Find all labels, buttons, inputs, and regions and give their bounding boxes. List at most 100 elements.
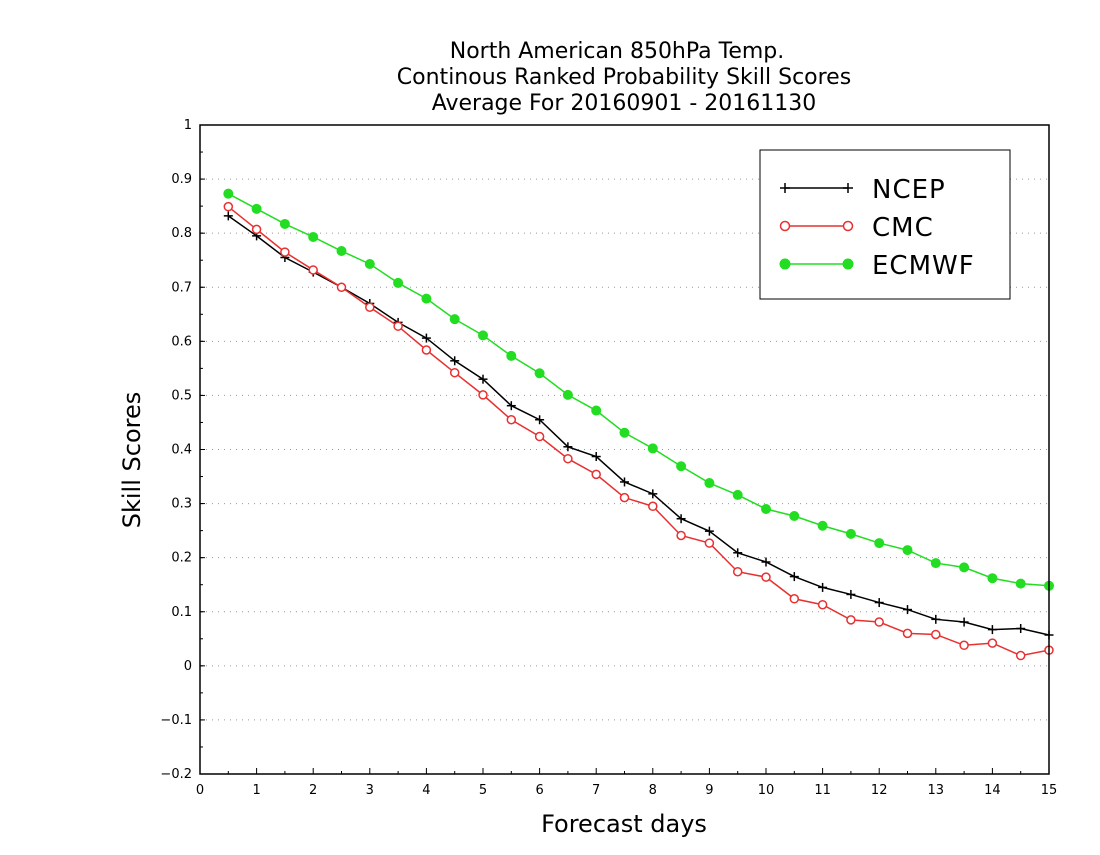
data-point-ecmwf — [874, 538, 885, 549]
data-point-cmc — [506, 415, 517, 425]
data-point-ncep — [903, 605, 912, 615]
legend-box — [759, 149, 1011, 300]
y-tick-label: 0.8 — [171, 226, 192, 241]
y-axis-title: Skill Scores — [118, 392, 146, 529]
data-point-cmc — [789, 594, 800, 604]
data-point-ncep — [620, 477, 629, 487]
y-tick-label: 0.5 — [171, 388, 192, 403]
data-point-ncep — [450, 356, 460, 366]
legend-marker — [842, 220, 854, 232]
x-tick-label: 4 — [422, 783, 430, 798]
x-tick-label: 15 — [1041, 783, 1058, 798]
series-ecmwf — [223, 188, 1054, 591]
title-line-3: Average For 20160901 - 20161130 — [432, 91, 817, 116]
data-point-ncep — [874, 598, 884, 608]
data-point-ecmwf — [478, 330, 488, 341]
data-point-cmc — [223, 201, 234, 212]
data-point-cmc — [365, 302, 375, 313]
data-point-ecmwf — [251, 203, 262, 214]
data-point-ncep — [1016, 624, 1026, 634]
y-tick-label: 0 — [184, 659, 192, 674]
y-tick-label: −0.2 — [160, 767, 192, 782]
x-tick-label: 10 — [758, 783, 775, 798]
data-point-cmc — [846, 615, 856, 625]
data-point-ncep — [478, 374, 488, 384]
data-point-cmc — [591, 469, 601, 480]
y-tick-label: 0.6 — [171, 334, 192, 349]
data-point-cmc — [280, 247, 290, 257]
data-point-cmc — [648, 501, 658, 512]
x-axis-title: Forecast days — [541, 810, 707, 838]
data-point-ncep — [987, 625, 997, 635]
data-point-cmc — [676, 530, 686, 541]
data-point-ncep — [846, 589, 856, 599]
x-tick-label: 6 — [535, 783, 543, 798]
data-point-ecmwf — [1015, 578, 1026, 589]
legend-label-cmc: CMC — [872, 213, 934, 243]
data-point-ncep — [931, 614, 941, 624]
legend-label-ncep: NCEP — [872, 175, 946, 205]
x-tick-label: 14 — [984, 783, 1001, 798]
data-point-cmc — [534, 431, 545, 442]
legend-marker — [779, 220, 791, 232]
data-point-ecmwf — [930, 558, 941, 569]
data-point-ecmwf — [591, 405, 602, 416]
data-point-cmc — [393, 321, 403, 331]
legend-item-cmc: CMC — [779, 213, 934, 243]
legend-marker — [842, 258, 854, 270]
data-point-ecmwf — [704, 478, 715, 489]
data-point-ncep — [506, 401, 516, 411]
data-point-cmc — [817, 599, 828, 610]
data-point-ecmwf — [364, 258, 375, 269]
data-point-ecmwf — [817, 520, 828, 531]
data-point-ecmwf — [732, 489, 743, 500]
data-point-ncep — [761, 557, 771, 567]
legend-label-ecmwf: ECMWF — [872, 251, 975, 281]
title-line-1: North American 850hPa Temp. — [450, 39, 785, 64]
data-point-cmc — [987, 638, 998, 648]
data-point-ncep — [648, 489, 658, 499]
y-tick-label: 0.3 — [171, 497, 192, 512]
data-point-cmc — [874, 617, 884, 627]
data-point-ecmwf — [393, 277, 404, 288]
legend: NCEP CMC ECMWF — [759, 149, 1011, 300]
data-point-cmc — [761, 572, 771, 582]
x-tick-label: 2 — [309, 783, 317, 798]
series-line-ecmwf — [227, 193, 1050, 587]
x-tick-label: 5 — [479, 783, 487, 798]
data-point-ncep — [591, 452, 601, 462]
title-line-2: Continous Ranked Probability Skill Score… — [397, 65, 851, 90]
data-point-ncep — [733, 548, 743, 558]
data-point-cmc — [251, 224, 262, 235]
data-point-cmc — [619, 492, 630, 503]
x-tick-label: 11 — [814, 783, 831, 798]
data-point-ncep — [223, 211, 233, 221]
data-point-cmc — [421, 345, 432, 355]
y-tick-label: 0.1 — [171, 605, 192, 620]
data-point-cmc — [478, 390, 488, 400]
y-tick-label: 0.4 — [171, 443, 192, 458]
data-point-ecmwf — [647, 443, 658, 454]
x-tick-label: 8 — [649, 783, 657, 798]
y-tick-label: 1 — [184, 118, 192, 133]
x-tick-label: 13 — [928, 783, 945, 798]
data-point-ecmwf — [308, 231, 319, 242]
data-point-ncep — [563, 442, 573, 452]
data-point-ecmwf — [223, 188, 234, 199]
series-line-ncep — [227, 215, 1050, 636]
legend-item-ecmwf: ECMWF — [779, 251, 975, 281]
data-point-ncep — [704, 526, 714, 536]
data-point-cmc — [704, 538, 715, 548]
data-point-ecmwf — [562, 389, 573, 400]
data-point-cmc — [563, 453, 573, 464]
data-point-ecmwf — [845, 528, 856, 539]
legend-marker — [843, 183, 853, 193]
data-point-ncep — [676, 514, 686, 524]
data-point-ecmwf — [421, 293, 432, 304]
data-point-ecmwf — [449, 314, 460, 325]
x-tick-label: 9 — [705, 783, 713, 798]
data-point-ncep — [959, 617, 969, 627]
data-point-ecmwf — [336, 246, 347, 257]
y-tick-label: 0.9 — [171, 172, 192, 187]
